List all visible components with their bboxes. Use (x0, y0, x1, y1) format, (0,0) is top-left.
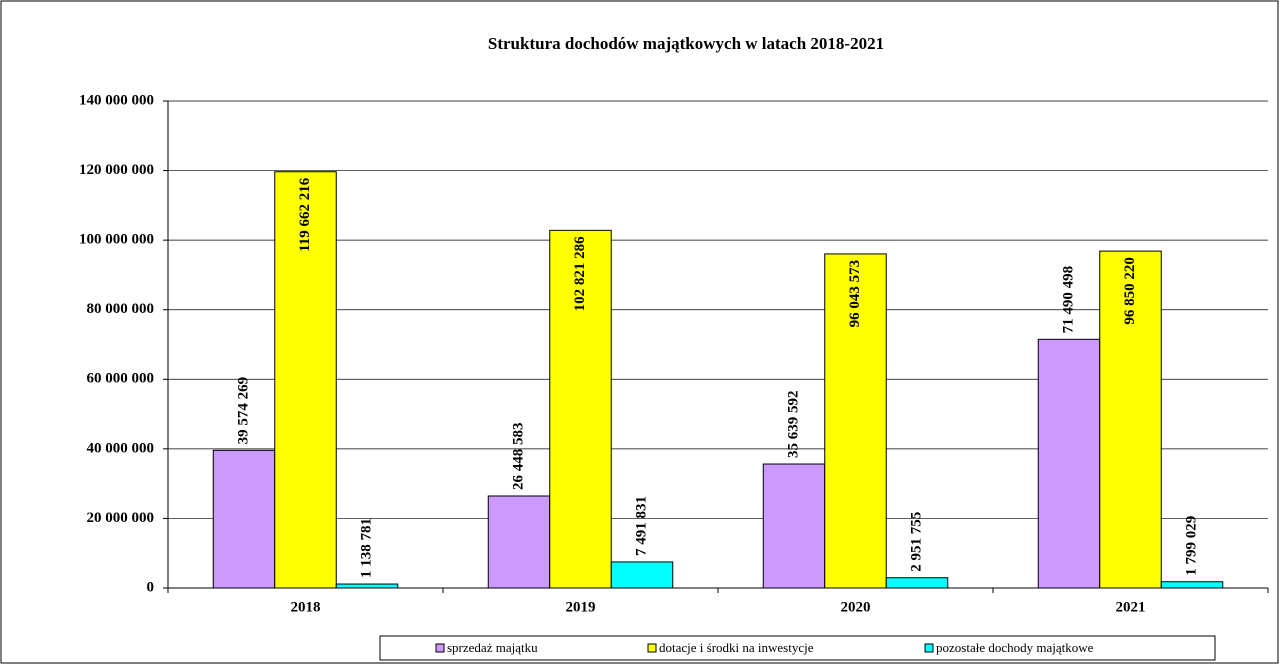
legend-label: sprzedaż majątku (447, 640, 538, 655)
data-label: 39 574 269 (235, 377, 251, 445)
bar (487, 495, 551, 589)
bar (1160, 581, 1224, 589)
data-label: 35 639 592 (785, 391, 801, 459)
bar (549, 229, 612, 589)
bar (885, 577, 949, 589)
legend (379, 635, 1216, 661)
legend-label: pozostałe dochody majątkowe (936, 640, 1094, 655)
y-tick-label: 120 000 000 (79, 162, 154, 178)
data-label: 7 491 831 (633, 496, 649, 556)
data-label: 96 850 220 (1122, 257, 1138, 325)
bar (335, 583, 399, 589)
y-tick-label: 40 000 000 (87, 440, 155, 456)
bar (212, 449, 276, 589)
y-tick-label: 60 000 000 (87, 371, 155, 387)
legend-label: dotacje i środki na inwestycje (659, 640, 814, 655)
y-tick-label: 140 000 000 (79, 92, 154, 108)
data-label: 26 448 583 (510, 422, 526, 490)
y-tick-label: 80 000 000 (87, 301, 155, 317)
data-label: 2 951 755 (908, 512, 924, 572)
data-label: 102 821 286 (572, 236, 588, 311)
bar (762, 463, 826, 589)
x-tick-label: 2018 (291, 599, 321, 615)
data-label: 1 799 029 (1183, 516, 1199, 576)
legend-swatch (647, 643, 657, 653)
bar (824, 253, 887, 589)
x-tick-label: 2021 (1116, 599, 1146, 615)
bar (1037, 338, 1101, 589)
data-label: 119 662 216 (297, 177, 313, 252)
y-tick-label: 20 000 000 (87, 510, 155, 526)
legend-swatch (924, 643, 934, 653)
bar (1099, 250, 1162, 589)
chart-title: Struktura dochodów majątkowych w latach … (488, 34, 884, 53)
bar (610, 561, 674, 589)
x-tick-label: 2020 (841, 599, 871, 615)
x-tick-label: 2019 (566, 599, 596, 615)
data-label: 96 043 573 (847, 260, 863, 328)
data-label: 71 490 498 (1060, 266, 1076, 334)
bar (274, 171, 337, 589)
legend-swatch (435, 643, 445, 653)
y-tick-label: 100 000 000 (79, 232, 154, 248)
data-label: 1 138 781 (358, 518, 374, 578)
y-tick-label: 0 (147, 579, 155, 595)
